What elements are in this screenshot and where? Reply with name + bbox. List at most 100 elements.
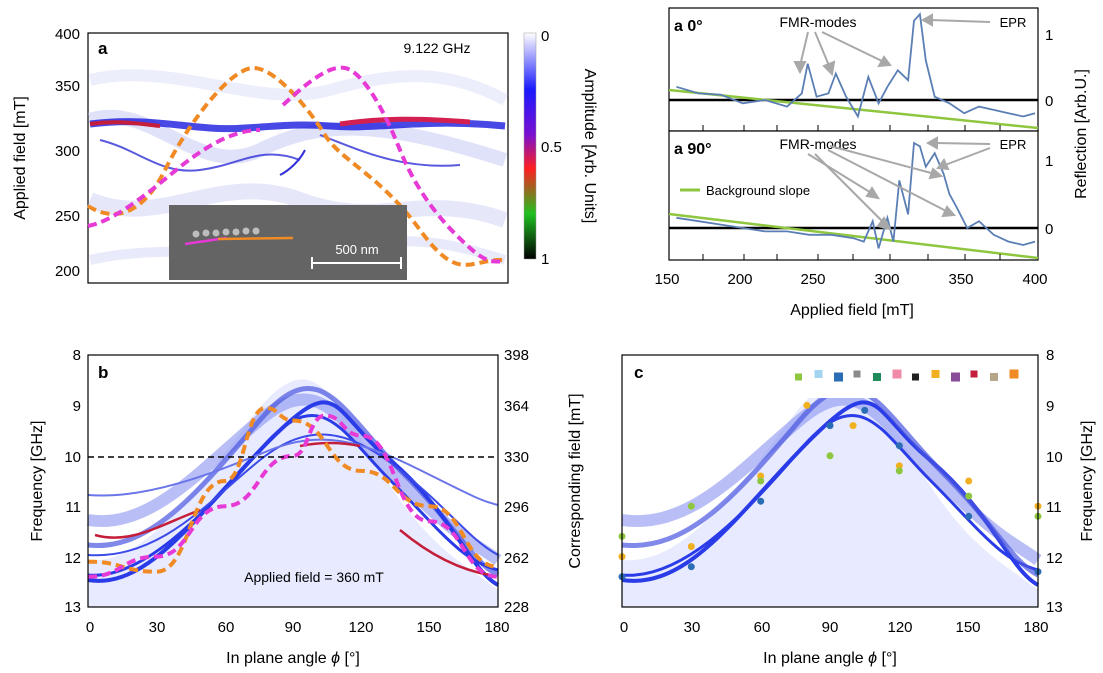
panel-c-data-point <box>895 442 903 450</box>
panel-c-xtick: 90 <box>822 619 839 636</box>
panel-a-y-ticks: 400 350 300 250 200 <box>55 26 80 280</box>
panel-b-annotation: Applied field = 360 mT <box>244 569 384 585</box>
panel-b-x-ticks: 0 30 60 90 120 150 180 <box>86 619 510 636</box>
panel-b-magenta-curve <box>87 413 499 579</box>
colorbar <box>523 32 537 260</box>
spectrum-bottom-background-slope <box>668 212 1039 260</box>
panel-b-right-ticks: 398 364 330 296 262 228 <box>504 347 529 616</box>
panel-c-xtick: 0 <box>620 619 628 636</box>
annotation-arrows <box>793 13 991 231</box>
panel-c-ytick: 8 <box>1046 347 1054 364</box>
panel-c-data-point <box>687 543 695 550</box>
panel-c-data-point <box>757 472 765 480</box>
panel-c-data-point <box>687 563 695 571</box>
spectrum-xlabel: Applied field [mT] <box>790 302 914 319</box>
panel-c-ytick: 11 <box>1046 499 1062 516</box>
panel-b-label: b <box>98 363 108 382</box>
sem-inset: 500 nm <box>169 205 407 280</box>
panel-b-ylabel: Frequency [GHz] <box>29 421 46 542</box>
panel-b-xlabel: In plane angle ϕ [°] <box>226 650 360 667</box>
panel-b-ytick-right: 364 <box>504 398 529 415</box>
panel-c-xtick: 120 <box>887 619 912 636</box>
colorbar-label: Amplitude [Arb. Units] <box>581 69 598 224</box>
panel-a-ylabel: Applied field [mT] <box>12 96 29 220</box>
panel-b-y-ticks: 8 9 10 11 12 13 <box>64 347 81 616</box>
panel-c-legend-swatch <box>853 370 861 378</box>
panel-b-ytick: 13 <box>64 599 81 616</box>
panel-b-ytick-right: 398 <box>504 347 529 364</box>
panel-c-data-point <box>803 401 811 409</box>
panel-c-legend-swatch <box>834 372 843 382</box>
panel-a-magenta-curve <box>87 128 261 228</box>
spectrum-xtick: 400 <box>1022 271 1047 288</box>
panel-a-frequency: 9.122 GHz <box>404 40 471 56</box>
scale-bar-label: 500 nm <box>335 242 378 257</box>
panel-b-xtick: 60 <box>218 619 235 636</box>
panel-c-legend-swatch <box>912 373 919 381</box>
spectrum-xtick: 200 <box>727 271 752 288</box>
sem-inset-background <box>169 205 407 280</box>
panel-c-ytick: 12 <box>1046 550 1063 567</box>
panel-a-ytick: 200 <box>55 263 80 280</box>
panel-b-ytick-right: 296 <box>504 499 529 516</box>
spectrum-ytick: 0 <box>1045 93 1053 110</box>
spectrum-xtick: 350 <box>948 271 973 288</box>
panel-b-ytick: 12 <box>64 550 81 567</box>
panel-b-ytick: 8 <box>73 347 81 364</box>
panel-b-xtick: 90 <box>285 619 302 636</box>
colorbar-tick: 1 <box>541 251 549 268</box>
spectrum-top-label: a 0° <box>674 18 703 35</box>
panel-c-legend-swatch <box>795 373 802 381</box>
annotation-fmr-top: FMR-modes <box>779 14 856 30</box>
panel-b-ytick: 9 <box>73 398 81 415</box>
panel-c-legend-swatch <box>873 373 881 381</box>
annotation-epr-bottom: EPR <box>1000 137 1027 152</box>
spectrum-y-ticks: 1 0 1 0 <box>1045 27 1053 238</box>
panel-c-label: c <box>634 363 643 382</box>
panel-c-data-point <box>757 477 765 485</box>
annotation-epr-top: EPR <box>1000 15 1027 30</box>
spectrum-top-ticks <box>668 125 1001 131</box>
panel-b-ytick-right: 330 <box>504 449 529 466</box>
panel-c-legend-swatch <box>814 370 823 378</box>
panel-c-legend <box>795 369 1019 382</box>
spectrum-ytick: 0 <box>1045 221 1053 238</box>
spectrum-xtick: 300 <box>874 271 899 288</box>
colorbar-ticks: 0 0.5 1 <box>541 28 562 268</box>
spectrum-x-ticks: 150 200 250 300 350 400 <box>654 271 1047 288</box>
panel-c-data-point <box>895 462 903 470</box>
panel-b-ytick-right: 262 <box>504 550 529 567</box>
panel-b-xtick: 120 <box>348 619 373 636</box>
panel-c-xlabel: In plane angle ϕ [°] <box>763 650 897 667</box>
spectrum-ytick: 1 <box>1045 27 1053 44</box>
spectrum-top-trace <box>676 12 1036 119</box>
panel-c-legend-swatch <box>990 373 998 381</box>
panel-c-data-point <box>965 477 973 485</box>
panel-b-ytick: 11 <box>65 499 81 516</box>
sem-inset-particles <box>192 227 260 238</box>
panel-c-legend-swatch <box>951 372 960 382</box>
panel-c-xtick: 60 <box>754 619 771 636</box>
spectrum-xtick: 250 <box>800 271 825 288</box>
spectrum-ylabel: Reflection [Arb.U.] <box>1073 69 1090 199</box>
panel-a-ytick: 300 <box>55 143 80 160</box>
colorbar-tick: 0 <box>541 28 549 45</box>
panel-a-ytick: 400 <box>55 26 80 43</box>
panel-c-data-point <box>965 492 973 500</box>
panel-a-resonance-band <box>89 116 506 176</box>
panel-b-xtick: 30 <box>149 619 166 636</box>
panel-a-magenta-curve-2 <box>281 65 506 264</box>
spectrum-bottom-label: a 90° <box>674 141 712 158</box>
panel-c-data-point <box>687 502 695 510</box>
panel-b-orange-curve <box>87 405 499 574</box>
panel-b-ytick: 10 <box>64 449 81 466</box>
panel-c-legend-swatch <box>1009 369 1019 379</box>
panel-c-ytick: 9 <box>1046 398 1054 415</box>
panel-a-ytick: 350 <box>55 78 80 95</box>
panel-a-label: a <box>98 39 108 58</box>
legend-background-slope: Background slope <box>706 183 810 198</box>
panel-c-ytick: 10 <box>1046 449 1063 466</box>
panel-c-xtick: 30 <box>684 619 701 636</box>
panel-c-ytick: 13 <box>1046 599 1063 616</box>
